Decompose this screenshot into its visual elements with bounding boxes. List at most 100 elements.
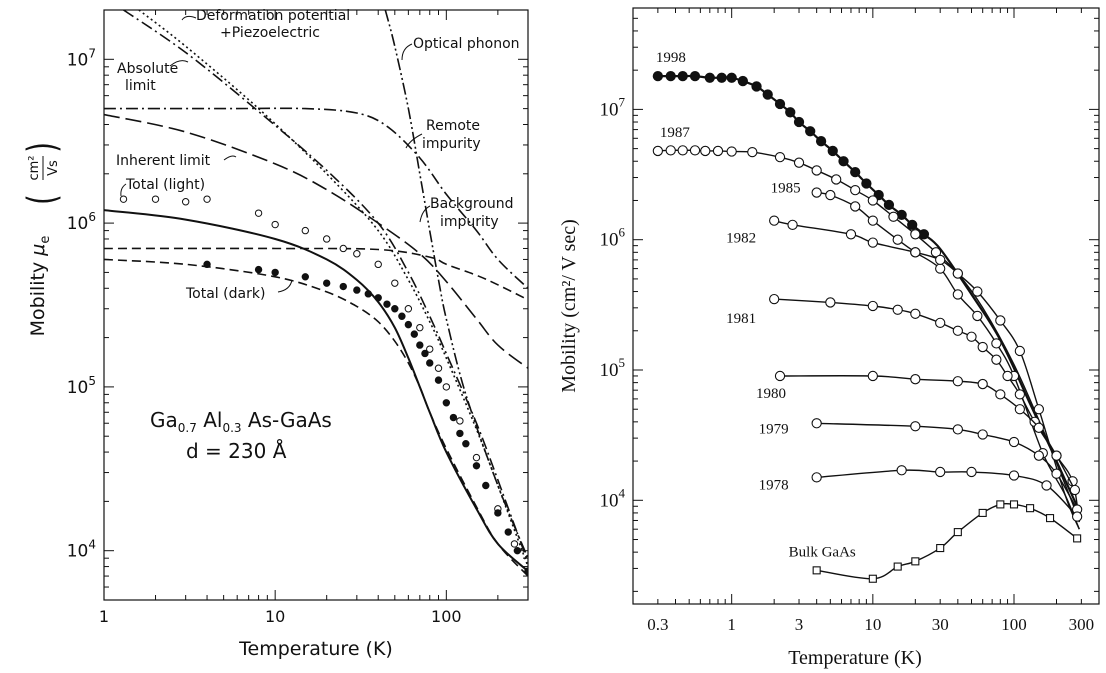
left-series-total-dark-curve [104, 258, 528, 577]
plot-frame-left [103, 9, 529, 601]
left-point-total-dark [339, 282, 347, 291]
left-point-total-dark [398, 312, 406, 320]
left-x-tick-label: 100 [431, 607, 462, 626]
left-point-total-light [426, 345, 434, 353]
left-series-remote-impurity-curve [104, 107, 528, 289]
left-point-total-light [339, 244, 347, 253]
left-point-total-light [119, 195, 128, 203]
left-point-total-dark [513, 546, 522, 555]
annotation-total-light: Total (light) [125, 177, 205, 193]
left-point-total-dark [391, 305, 399, 313]
annotation-total-dark: Total (dark) [185, 286, 265, 302]
left-point-total-dark [254, 265, 263, 274]
x-axis-left [103, 9, 529, 601]
left-point-total-dark [494, 509, 502, 517]
left-point-total-dark [301, 273, 310, 281]
left-series-background-impurity-curve [104, 247, 528, 301]
y-axis-unit-denominator: Vs [46, 160, 61, 176]
left-point-total-light [322, 235, 331, 243]
left-point-total-light [456, 417, 464, 425]
left-point-total-light [374, 260, 382, 269]
left-point-total-light [353, 250, 361, 258]
tick-labels-left: 1 10 100 104 105 106 107 [67, 46, 462, 626]
annotation-deformation-line2: +Piezoelectric [220, 25, 320, 41]
left-point-total-dark [374, 294, 382, 302]
left-point-total-dark [322, 279, 331, 287]
left-y-tick-label: 105 [67, 374, 96, 398]
annotation-optical-phonon: Optical phonon [413, 36, 520, 52]
left-y-tick-label: 104 [67, 538, 96, 562]
annotation-remote-line2: impurity [422, 136, 481, 152]
annotation-remote-line1: Remote [426, 118, 480, 134]
left-y-tick-label: 107 [67, 46, 96, 70]
pointer-total-light [120, 183, 127, 197]
material-annotation: Ga0.7 Al0.3 As-GaAs [150, 408, 332, 435]
left-point-total-dark [449, 413, 458, 422]
left-series-inherent-limit-curve [104, 113, 528, 369]
left-y-tick-label: 106 [67, 210, 96, 234]
annotation-background-line1: Background [430, 196, 514, 212]
left-x-tick-label: 10 [265, 607, 285, 626]
left-point-total-dark [456, 429, 464, 438]
pointer-inherent [223, 155, 237, 161]
x-axis-label-left: Temperature (K) [238, 638, 393, 660]
left-series-optical-phonon-curve [384, 10, 528, 559]
left-point-total-light [442, 383, 451, 391]
pointer-remote [405, 133, 423, 149]
left-x-tick-label: 1 [99, 607, 109, 626]
pointer-background [419, 205, 431, 223]
left-point-total-light [203, 195, 211, 203]
left-point-total-dark [482, 481, 490, 490]
pointer-total-dark [277, 279, 293, 293]
left-point-total-light [416, 323, 424, 332]
left-point-total-dark [364, 290, 372, 298]
annotation-absolute-limit-line1: Absolute [117, 61, 178, 77]
left-point-total-dark [442, 399, 451, 407]
left-point-total-dark [524, 567, 528, 575]
left-point-total-light [391, 279, 399, 287]
y-axis-label-left: Mobility μe ( cm² Vs ) [20, 142, 65, 336]
left-point-total-light [510, 540, 519, 548]
pointer-deformation [181, 15, 197, 21]
left-point-total-dark [353, 286, 361, 294]
left-series-total-light-curve [104, 209, 528, 572]
y-axis-label-sub: e [38, 236, 53, 244]
plot-area-left [104, 10, 528, 577]
annotation-background-line2: impurity [440, 214, 499, 230]
y-axis-label-symbol: μ [27, 244, 49, 257]
left-point-total-light [254, 209, 263, 217]
left-point-total-dark [383, 300, 391, 308]
y-axis-unit-numerator: cm² [27, 155, 42, 180]
y-axis-label-main: Mobility [27, 262, 49, 337]
left-point-total-dark [271, 268, 279, 277]
y-axis-unit-close-paren: ) [20, 142, 65, 153]
annotation-deformation-line1: Deformation potential [196, 8, 350, 24]
left-point-total-dark [421, 349, 429, 358]
left-point-total-dark [410, 330, 419, 338]
pointer-optical-phonon [401, 43, 413, 61]
left-point-total-dark [434, 376, 443, 384]
left-point-total-dark [416, 341, 424, 349]
left-point-total-light [271, 220, 279, 229]
spacer-annotation: d = 230 Å [186, 439, 287, 463]
annotation-absolute-limit-line2: limit [125, 78, 156, 94]
left-point-total-dark [504, 528, 512, 536]
left-point-total-light [151, 195, 160, 203]
left-point-total-light [472, 453, 481, 462]
pointer-absolute-limit [169, 60, 189, 67]
left-point-total-dark [404, 320, 413, 329]
left-point-total-light [181, 198, 190, 206]
y-axis-unit-open-paren: ( [20, 194, 65, 205]
left-point-total-dark [426, 359, 434, 367]
annotation-pointers-left [120, 15, 431, 293]
annotation-inherent-limit: Inherent limit [116, 153, 211, 169]
left-point-total-dark [203, 260, 211, 269]
svg-text:Mobility μe: Mobility μe [27, 236, 53, 337]
left-point-total-light [404, 305, 413, 313]
left-point-total-light [434, 364, 443, 372]
left-point-total-dark [462, 439, 470, 448]
left-point-total-light [301, 226, 310, 235]
left-point-total-dark [472, 462, 481, 470]
